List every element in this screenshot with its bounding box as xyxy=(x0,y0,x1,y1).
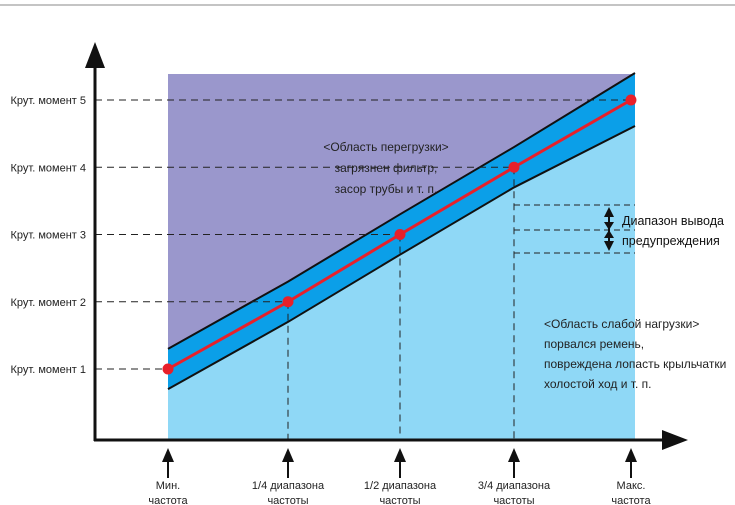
reference-point-1 xyxy=(162,363,174,375)
warning-range-line-2: предупреждения xyxy=(622,234,720,248)
x-tick-arrow-head-4 xyxy=(625,448,637,462)
warning-arrow-up xyxy=(604,207,614,217)
guide-lines-layer xyxy=(95,99,631,440)
overload-region xyxy=(168,73,635,349)
y-label-torque-3: Крут. момент 3 xyxy=(11,230,86,242)
warning-arrow-down xyxy=(604,222,614,230)
band-upper-edge xyxy=(167,72,636,350)
y-label-torque-4: Крут. момент 4 xyxy=(11,162,86,174)
x-tick-arrow-head-0 xyxy=(162,448,174,462)
overload-title: <Область перегрузки> xyxy=(323,140,448,154)
overload-line-2: засор трубы и т. п. xyxy=(335,182,438,196)
x-axis-arrow xyxy=(662,430,688,450)
underload-line-2: повреждена лопасть крыльчатки xyxy=(544,357,726,371)
x-label-quarter-line1: 1/4 диапазона xyxy=(252,480,325,492)
y-axis-arrow xyxy=(85,42,105,68)
x-tick-arrow-head-3 xyxy=(508,448,520,462)
x-label-quarter-line2: частоты xyxy=(267,495,308,505)
x-axis-labels: Мин. частота 1/4 диапазона частоты 1/2 д… xyxy=(148,480,651,505)
warning-range-note: Диапазон вывода предупреждения xyxy=(622,214,724,248)
x-label-three-quarter-line2: частоты xyxy=(493,495,534,505)
x-label-min-line1: Мин. xyxy=(156,480,180,492)
x-label-min-line2: частота xyxy=(148,495,188,505)
reference-point-2 xyxy=(282,296,294,308)
x-label-three-quarter-line1: 3/4 диапазона xyxy=(478,480,551,492)
overload-line-1: загрязнен фильтр, xyxy=(335,161,438,175)
axes-layer xyxy=(85,42,688,478)
warning-range-layer xyxy=(514,204,635,254)
y-label-torque-1: Крут. момент 1 xyxy=(11,364,86,376)
underload-region-note: <Область слабой нагрузки> порвался ремен… xyxy=(544,317,726,391)
y-label-torque-5: Крут. момент 5 xyxy=(11,95,86,107)
x-label-half-line1: 1/2 диапазона xyxy=(364,480,437,492)
warning-arrow-down-2 xyxy=(604,241,614,251)
x-label-half-line2: частоты xyxy=(379,495,420,505)
reference-point-3 xyxy=(394,229,406,240)
reference-point-5 xyxy=(625,94,637,106)
underload-title: <Область слабой нагрузки> xyxy=(544,317,699,331)
marks-layer xyxy=(162,94,637,375)
underload-line-1: порвался ремень, xyxy=(544,337,644,351)
overload-region-note: <Область перегрузки> загрязнен фильтр, з… xyxy=(323,140,448,196)
x-tick-arrow-head-2 xyxy=(394,448,406,462)
y-axis-labels: Крут. момент 1 Крут. момент 2 Крут. моме… xyxy=(11,95,86,376)
band-lower-edge xyxy=(167,125,636,391)
x-tick-arrow-head-1 xyxy=(282,448,294,462)
x-label-max-line1: Макс. xyxy=(617,480,646,492)
warning-arrow-up-2 xyxy=(604,230,614,238)
warning-range-line-1: Диапазон вывода xyxy=(622,214,724,228)
y-label-torque-2: Крут. момент 2 xyxy=(11,297,86,309)
reference-point-4 xyxy=(508,161,520,173)
x-label-max-line2: частота xyxy=(611,495,651,505)
underload-line-3: холостой ход и т. п. xyxy=(544,377,651,391)
